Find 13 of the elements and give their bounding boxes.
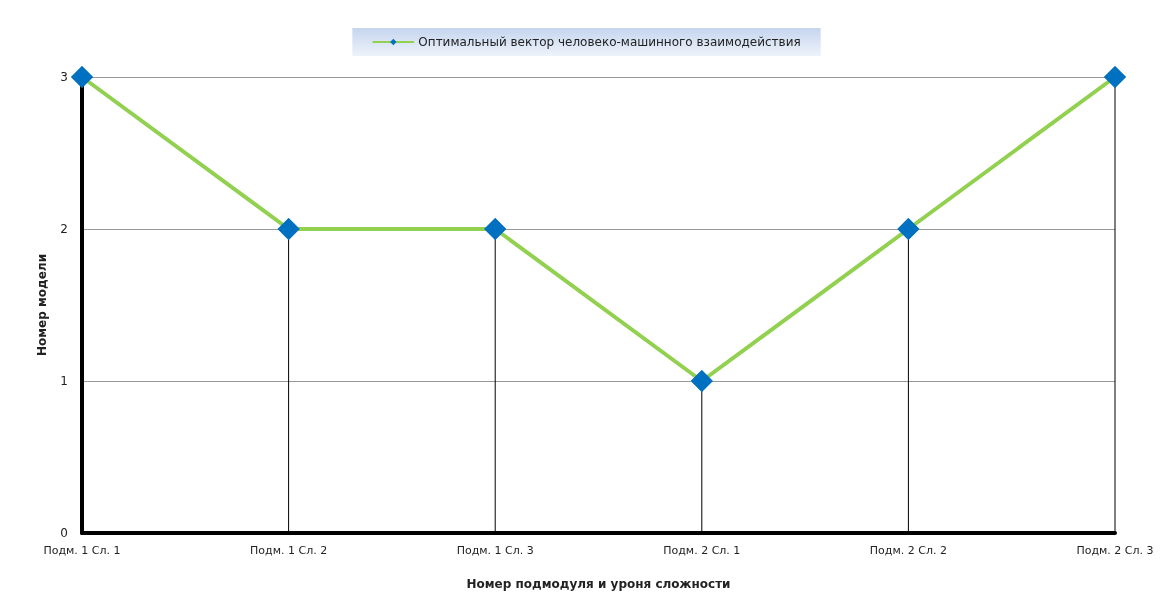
- x-axis-title: Номер подмодуля и уроня сложности: [466, 577, 731, 591]
- y-axis-title: Номер модели: [35, 253, 49, 357]
- x-tick-label: Подм. 2 Сл. 3: [1076, 544, 1154, 557]
- y-tick-label: 0: [60, 526, 68, 540]
- y-tick-label: 1: [60, 374, 68, 388]
- y-tick-label: 2: [60, 222, 68, 236]
- x-tick-label: Подм. 1 Сл. 1: [43, 544, 121, 557]
- y-tick-label: 3: [60, 70, 68, 84]
- x-tick-label: Подм. 2 Сл. 1: [663, 544, 741, 557]
- x-tick-label: Подм. 1 Сл. 2: [250, 544, 328, 557]
- x-tick-label: Подм. 2 Сл. 2: [869, 544, 947, 557]
- x-tick-label: Подм. 1 Сл. 3: [456, 544, 534, 557]
- legend-label: Оптимальный вектор человеко-машинного взаимодействия: [418, 35, 801, 49]
